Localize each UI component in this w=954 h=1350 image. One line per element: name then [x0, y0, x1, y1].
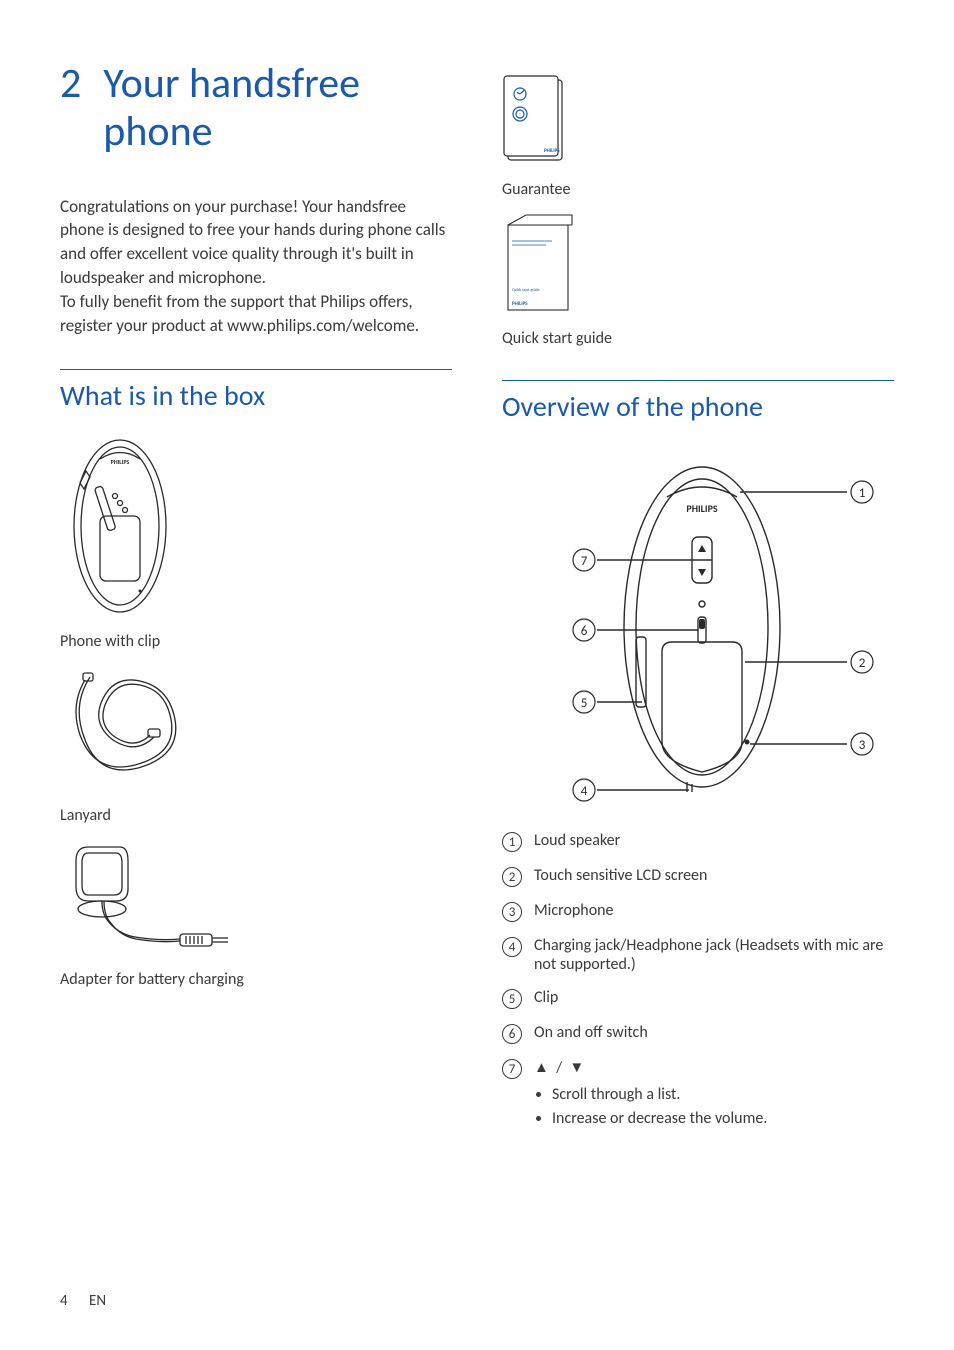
svg-text:2: 2: [859, 656, 866, 671]
feature-number: 4: [502, 937, 522, 957]
illustration-phone: PHILIPS: [60, 431, 452, 626]
section-rule: [60, 369, 452, 370]
svg-text:4: 4: [581, 784, 588, 799]
feature-number: 5: [502, 989, 522, 1009]
svg-text:1: 1: [859, 486, 866, 501]
feature-number: 7: [502, 1059, 522, 1079]
illustration-lanyard: [60, 665, 452, 800]
svg-text:PHILIPS: PHILIPS: [686, 502, 718, 515]
feature-text: Microphone: [534, 901, 614, 920]
section-rule-overview: [502, 380, 894, 381]
svg-text:Quick start guide: Quick start guide: [512, 288, 539, 293]
svg-text:6: 6: [581, 624, 588, 639]
svg-text:PHILIPS: PHILIPS: [544, 148, 560, 154]
feature-item-4: 4 Charging jack/Headphone jack (Headsets…: [502, 936, 894, 974]
chapter-title: 2 Your handsfree phone: [60, 60, 452, 157]
illustration-overview: PHILIPS: [502, 442, 894, 817]
section-title-box: What is in the box: [60, 378, 452, 413]
feature-list: 1 Loud speaker 2 Touch sensitive LCD scr…: [502, 831, 894, 1131]
feature-item-6: 6 On and off switch: [502, 1023, 894, 1044]
svg-text:7: 7: [581, 554, 588, 569]
feature-7-symbol: ▲ / ▼: [534, 1059, 586, 1077]
feature-number: 3: [502, 902, 522, 922]
feature-text: Loud speaker: [534, 831, 620, 850]
feature-text: Touch sensitive LCD screen: [534, 866, 707, 885]
feature-text: On and off switch: [534, 1023, 648, 1042]
feature-item-7: 7 ▲ / ▼ Scroll through a list. Increase …: [502, 1058, 894, 1131]
feature-number: 1: [502, 832, 522, 852]
illustration-adapter: [60, 839, 452, 964]
svg-text:PHILIPS: PHILIPS: [512, 301, 528, 307]
page-number: 4: [60, 1292, 68, 1310]
feature-number: 2: [502, 867, 522, 887]
intro-paragraph-2: To fully benefit from the support that P…: [60, 290, 452, 338]
feature-text: Clip: [534, 988, 558, 1007]
page-lang: EN: [89, 1292, 106, 1310]
caption-adapter: Adapter for battery charging: [60, 970, 452, 989]
section-title-overview: Overview of the phone: [502, 389, 894, 424]
svg-text:3: 3: [859, 738, 866, 753]
intro-paragraph-1: Congratulations on your purchase! Your h…: [60, 195, 452, 290]
svg-text:PHILIPS: PHILIPS: [111, 458, 130, 466]
feature-7-sub1: Scroll through a list.: [552, 1083, 767, 1107]
caption-qsg: Quick start guide: [502, 329, 894, 348]
feature-item-1: 1 Loud speaker: [502, 831, 894, 852]
chapter-title-text: Your handsfree phone: [103, 60, 452, 157]
caption-guarantee: Guarantee: [502, 180, 894, 199]
illustration-guarantee: PHILIPS: [502, 74, 894, 174]
feature-number: 6: [502, 1024, 522, 1044]
page-footer: 4 EN: [60, 1292, 106, 1310]
feature-item-5: 5 Clip: [502, 988, 894, 1009]
feature-text: Charging jack/Headphone jack (Headsets w…: [534, 936, 894, 974]
feature-item-2: 2 Touch sensitive LCD screen: [502, 866, 894, 887]
caption-lanyard: Lanyard: [60, 806, 452, 825]
feature-7-sub2: Increase or decrease the volume.: [552, 1107, 767, 1131]
caption-phone: Phone with clip: [60, 632, 452, 651]
svg-text:5: 5: [581, 696, 588, 711]
chapter-number: 2: [60, 60, 81, 108]
illustration-qsg: Quick start guide PHILIPS: [502, 213, 894, 323]
feature-item-3: 3 Microphone: [502, 901, 894, 922]
